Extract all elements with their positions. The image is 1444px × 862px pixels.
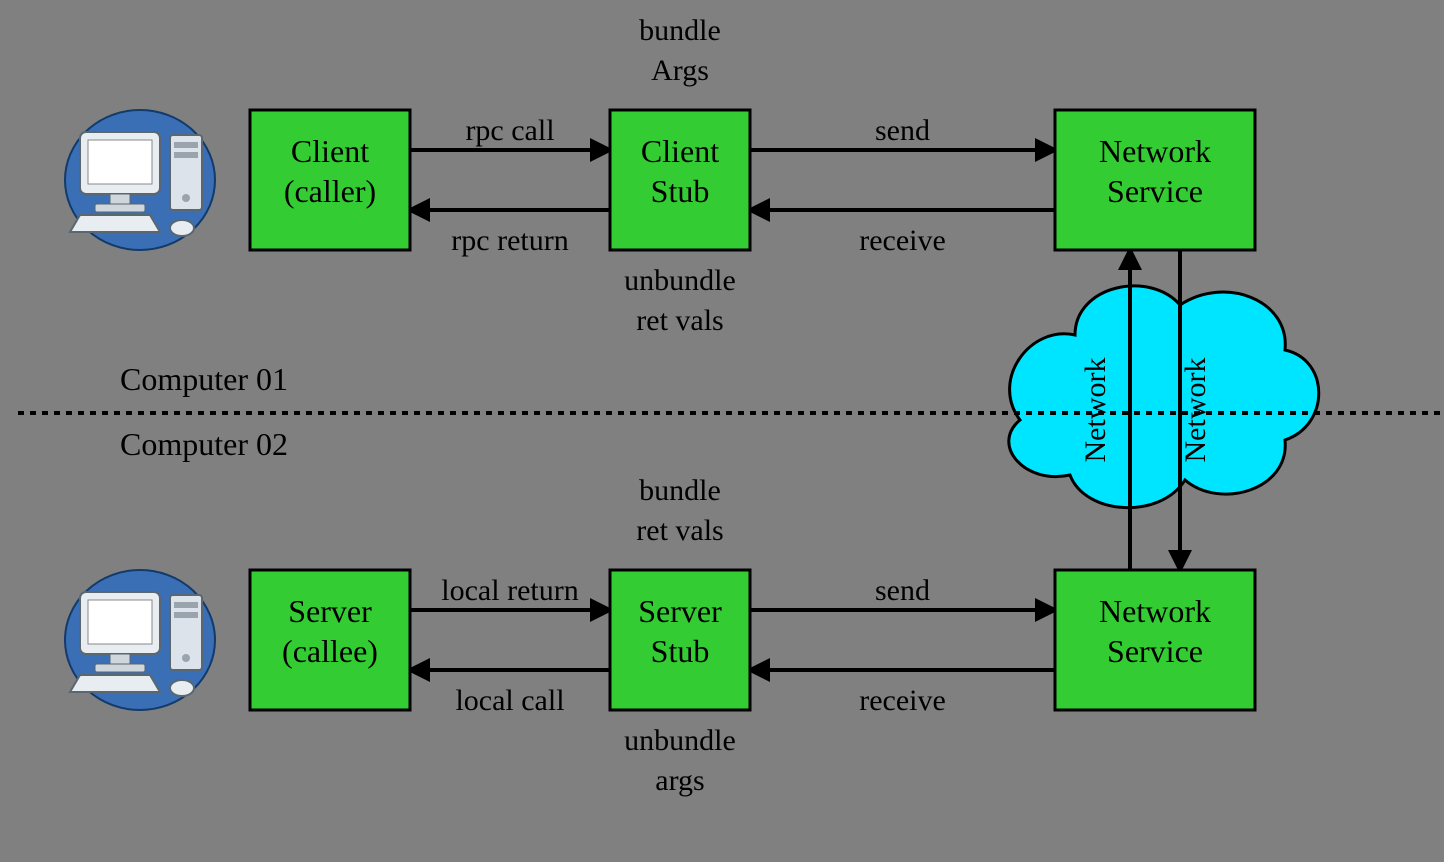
edge-label-e2: rpc return bbox=[451, 224, 568, 257]
annotation-cstub_top-l1: bundle bbox=[639, 14, 721, 47]
node-cstub-line1: Client bbox=[641, 133, 719, 169]
node-server-line1: Server bbox=[288, 593, 372, 629]
edge-label-e3: send bbox=[875, 114, 930, 147]
node-snet-line1: Network bbox=[1099, 593, 1211, 629]
annotation-sstub_top-l2: ret vals bbox=[636, 514, 723, 547]
zone-label-bottom: Computer 02 bbox=[120, 426, 288, 462]
node-sstub-line1: Server bbox=[638, 593, 722, 629]
node-server-line2: (callee) bbox=[282, 633, 378, 669]
rpc-diagram: Computer 01 Computer 02 rpc call rpc return… bbox=[0, 0, 1444, 862]
node-snet: Network Service bbox=[1055, 570, 1255, 710]
node-client: Client (caller) bbox=[250, 110, 410, 250]
edge-label-e5: local return bbox=[441, 574, 578, 607]
computer-icon-top bbox=[65, 110, 215, 250]
node-sstub: Server Stub bbox=[610, 570, 750, 710]
annotation-sstub_bottom-l1: unbundle bbox=[624, 724, 736, 757]
annotation-cstub_bottom-l2: ret vals bbox=[636, 304, 723, 337]
cloud-label-right: Network bbox=[1179, 358, 1212, 463]
edge-label-e8: receive bbox=[859, 684, 946, 717]
annotation-sstub_top-l1: bundle bbox=[639, 474, 721, 507]
edge-label-e4: receive bbox=[859, 224, 946, 257]
node-client-line2: (caller) bbox=[284, 173, 376, 209]
annotation-sstub_bottom-l2: args bbox=[655, 764, 704, 797]
edge-label-e7: send bbox=[875, 574, 930, 607]
edge-label-e1: rpc call bbox=[465, 114, 554, 147]
annotation-cstub_bottom-l1: unbundle bbox=[624, 264, 736, 297]
edge-label-e6: local call bbox=[455, 684, 564, 717]
node-cstub: Client Stub bbox=[610, 110, 750, 250]
node-client-line1: Client bbox=[291, 133, 369, 169]
node-snet-line2: Service bbox=[1107, 633, 1203, 669]
annotation-cstub_top-l2: Args bbox=[651, 54, 709, 87]
cloud-label-left: Network bbox=[1079, 358, 1112, 463]
computer-icon-bottom bbox=[65, 570, 215, 710]
node-server: Server (callee) bbox=[250, 570, 410, 710]
zone-label-top: Computer 01 bbox=[120, 361, 288, 397]
node-cnet-line2: Service bbox=[1107, 173, 1203, 209]
node-cnet: Network Service bbox=[1055, 110, 1255, 250]
node-sstub-line2: Stub bbox=[651, 633, 710, 669]
node-cstub-line2: Stub bbox=[651, 173, 710, 209]
node-cnet-line1: Network bbox=[1099, 133, 1211, 169]
